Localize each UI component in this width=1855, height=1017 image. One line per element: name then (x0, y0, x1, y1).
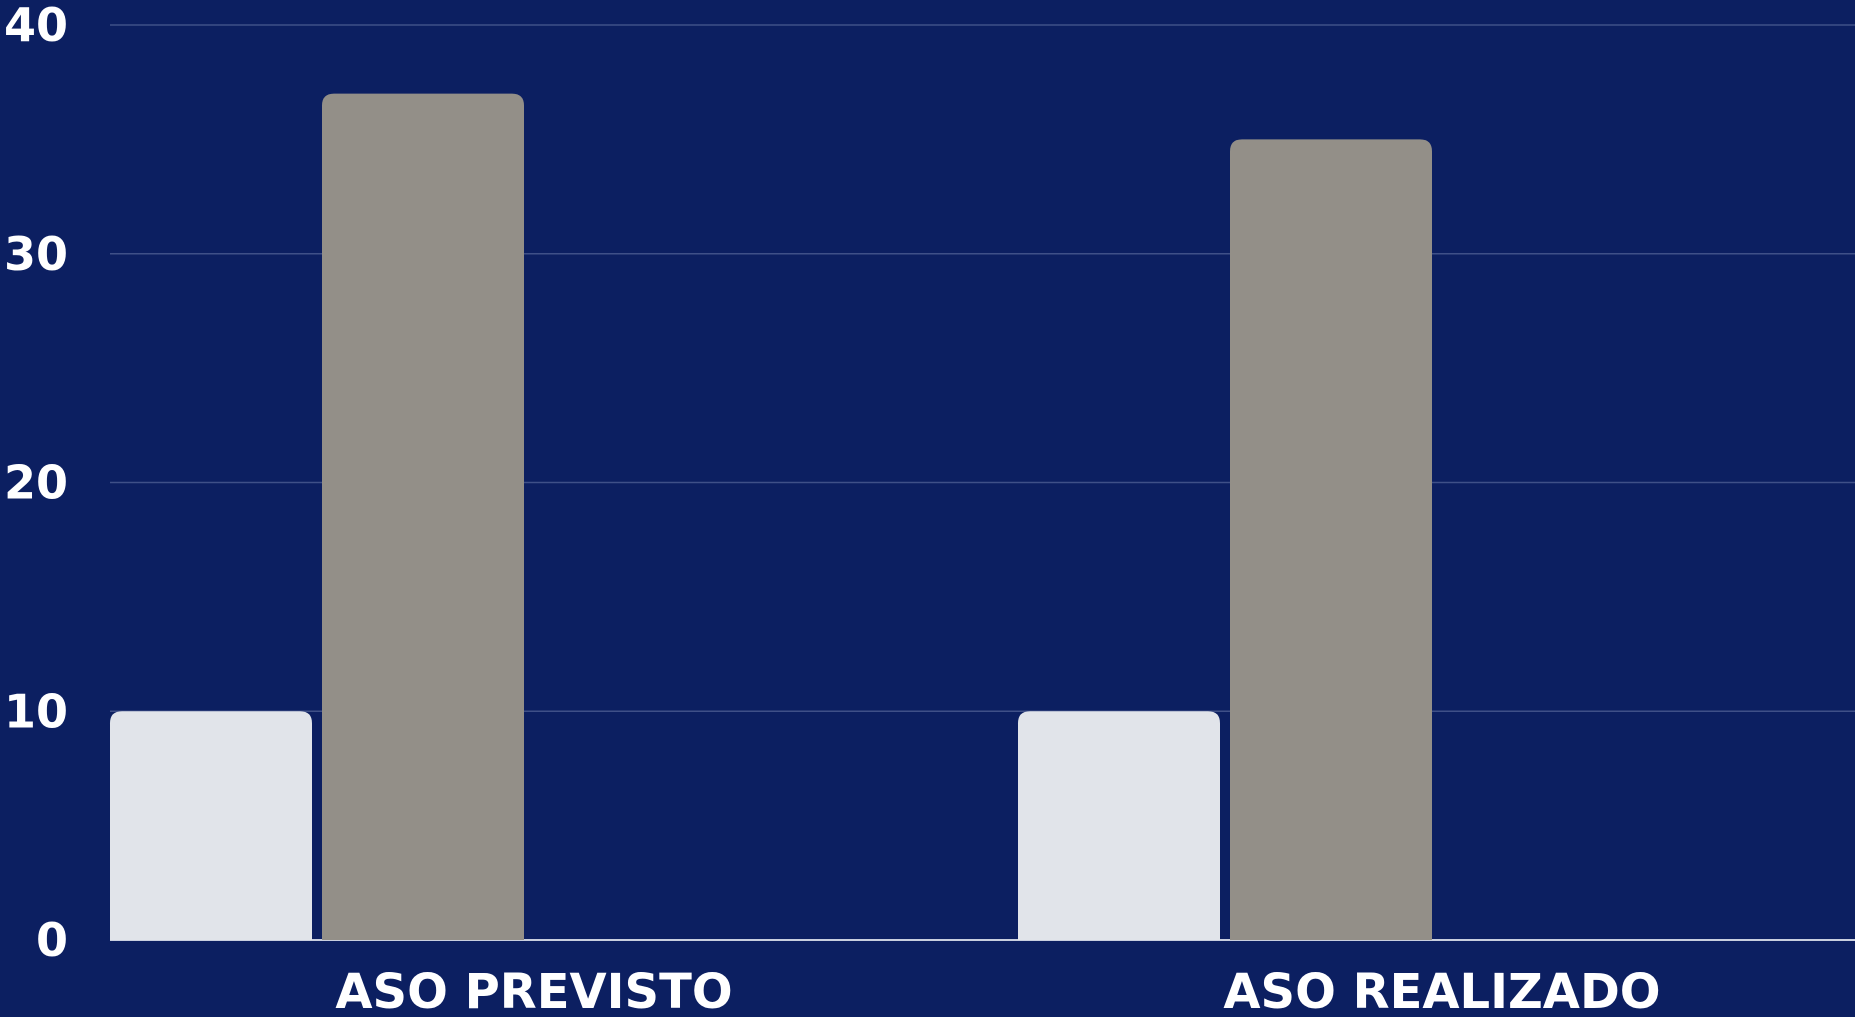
y-tick-label: 10 (4, 684, 68, 738)
y-tick-label: 30 (4, 227, 68, 281)
bar-2-series-1 (1018, 711, 1220, 940)
y-tick-label: 40 (4, 0, 68, 52)
bar-2-series-2 (1230, 139, 1432, 940)
y-axis-tick-labels: 0 10 20 30 40 (4, 0, 68, 967)
y-tick-label: 20 (4, 456, 68, 510)
x-category-label: ASO PREVISTO (335, 964, 732, 1017)
bar-1-series-1 (110, 711, 312, 940)
bars (110, 93, 1432, 940)
x-axis-category-labels: ASO PREVISTO ASO REALIZADO (335, 964, 1660, 1017)
y-tick-label: 0 (36, 913, 68, 967)
x-category-label: ASO REALIZADO (1223, 964, 1660, 1017)
bar-1-series-2 (322, 93, 524, 940)
